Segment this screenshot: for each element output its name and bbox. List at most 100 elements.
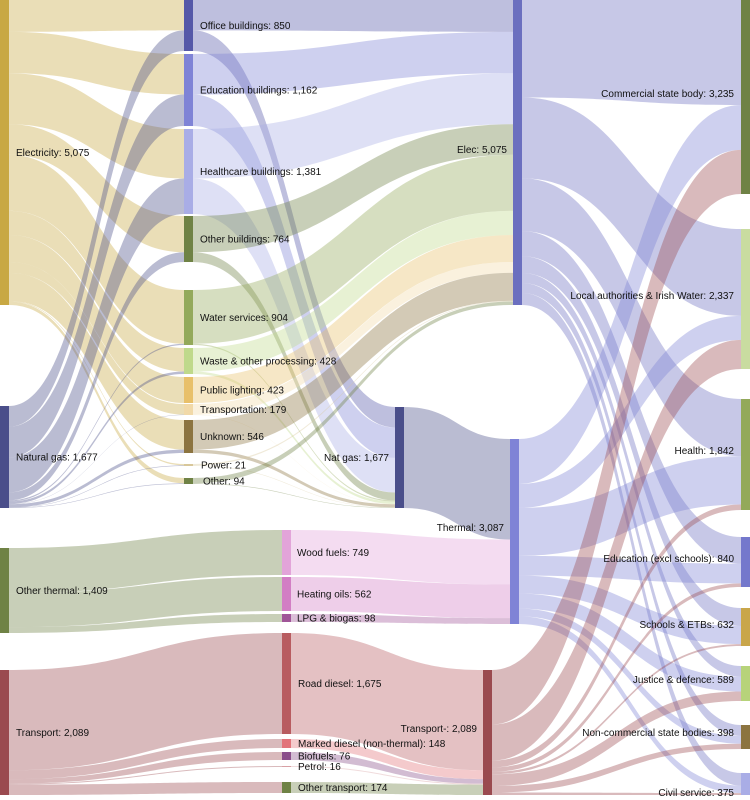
label-water: Water services: 904: [200, 313, 288, 324]
node-other_b: [184, 216, 193, 262]
label-transportation: Transportation: 179: [200, 405, 287, 416]
link-natgas_src-to-office: [9, 30, 184, 427]
link-transport_mid-to-commercial: [492, 149, 741, 725]
label-transport_src: Transport: 2,089: [16, 728, 89, 739]
label-elec: Elec: 5,075: [457, 145, 507, 156]
label-education_b: Education buildings: 1,162: [200, 86, 318, 97]
node-wood: [282, 530, 291, 575]
link-healthcare_b-to-elec: [193, 73, 513, 179]
node-office: [184, 0, 193, 51]
label-education_excl: Education (excl schools): 840: [603, 554, 734, 565]
label-other_thermal: Other thermal: 1,409: [16, 586, 108, 597]
link-water-to-elec: [193, 154, 513, 344]
label-power: Power: 21: [201, 461, 246, 472]
label-biofuels: Biofuels: 76: [298, 752, 351, 763]
label-local_auth: Local authorities & Irish Water: 2,337: [570, 291, 734, 302]
link-electricity-to-waste: [9, 210, 184, 372]
node-water: [184, 290, 193, 345]
label-wood: Wood fuels: 749: [297, 548, 370, 559]
node-local_auth: [741, 229, 750, 369]
link-healthcare_b-to-natgas_mid: [193, 178, 395, 493]
link-marked_diesel-to-transport_mid: [291, 739, 483, 780]
link-thermal-to-justice: [519, 593, 741, 692]
link-electricity-to-education_b: [9, 31, 184, 95]
node-power: [184, 464, 193, 466]
node-education_excl: [741, 537, 750, 587]
label-unknown: Unknown: 546: [200, 432, 264, 443]
link-other_b-to-elec: [193, 124, 513, 253]
node-petrol: [282, 766, 291, 767]
label-thermal: Thermal: 3,087: [437, 523, 505, 534]
link-wood-to-thermal: [291, 530, 510, 585]
link-transport_mid-to-local_auth: [492, 339, 741, 761]
link-natgas_src-to-power: [9, 465, 184, 508]
link-transport_src-to-marked_diesel: [9, 739, 282, 780]
link-elec-to-noncommercial: [522, 282, 741, 736]
link-natgas_src-to-waste: [9, 371, 184, 504]
label-commercial: Commercial state body: 3,235: [601, 89, 734, 100]
link-transport_mid-to-noncommercial: [492, 743, 741, 793]
node-health: [741, 399, 750, 510]
node-commercial: [741, 0, 750, 194]
node-natgas_src: [0, 406, 9, 508]
link-other_transport-to-transport_mid: [291, 782, 483, 795]
link-transport_mid-to-health: [492, 504, 741, 768]
link-elec-to-civil: [522, 293, 741, 786]
link-transportation-to-elec: [193, 262, 513, 415]
label-heating_oils: Heating oils: 562: [297, 590, 372, 601]
node-lighting: [184, 377, 193, 403]
link-natgas_mid-to-thermal: [404, 407, 510, 540]
link-other_use-to-natgas_mid: [193, 483, 395, 508]
label-justice: Justice & defence: 589: [633, 675, 735, 686]
link-office-to-elec: [193, 0, 513, 32]
link-natgas_src-to-healthcare_b: [9, 178, 184, 493]
link-natgas_src-to-transportation: [9, 414, 184, 505]
node-road_diesel: [282, 633, 291, 734]
node-other_transport: [282, 782, 291, 793]
label-natgas_mid: Nat gas: 1,677: [324, 453, 389, 464]
link-transport_mid-to-education_excl: [492, 583, 741, 772]
link-thermal-to-local_auth: [519, 315, 741, 508]
node-civil: [741, 773, 750, 795]
link-thermal-to-health: [519, 456, 741, 556]
link-natgas_src-to-other_b: [9, 252, 184, 501]
link-transport_src-to-other_transport: [9, 782, 282, 795]
link-power-to-elec: [193, 300, 513, 466]
link-office-to-natgas_mid: [193, 30, 395, 428]
link-thermal-to-civil: [519, 616, 741, 794]
link-electricity-to-water: [9, 154, 184, 344]
node-other_thermal: [0, 548, 9, 633]
link-other_thermal-to-lpg: [9, 614, 282, 633]
node-transport_src: [0, 670, 9, 795]
label-civil: Civil service: 375: [658, 788, 734, 799]
link-waste-to-elec: [193, 210, 513, 372]
link-unknown-to-elec: [193, 272, 513, 450]
label-other_b: Other buildings: 764: [200, 235, 290, 246]
link-elec-to-health: [522, 178, 741, 457]
link-power-to-natgas_mid: [193, 465, 395, 508]
node-schools: [741, 608, 750, 646]
link-natgas_src-to-unknown: [9, 449, 184, 508]
label-natgas_src: Natural gas: 1,677: [16, 453, 98, 464]
link-elec-to-education_excl: [522, 231, 741, 564]
link-electricity-to-office: [9, 0, 184, 32]
link-electricity-to-healthcare_b: [9, 73, 184, 179]
node-other_use: [184, 478, 193, 484]
link-transport_src-to-biofuels: [9, 752, 282, 784]
link-road_diesel-to-transport_mid: [291, 633, 483, 771]
label-electricity: Electricity: 5,075: [16, 148, 90, 159]
node-unknown: [184, 420, 193, 453]
label-waste: Waste & other processing: 428: [200, 357, 337, 368]
link-electricity-to-lighting: [9, 235, 184, 403]
node-education_b: [184, 54, 193, 126]
link-electricity-to-other_b: [9, 124, 184, 253]
node-thermal: [510, 439, 519, 624]
link-thermal-to-noncommercial: [519, 608, 741, 744]
link-thermal-to-education_excl: [519, 555, 741, 584]
link-transport_src-to-petrol: [9, 766, 282, 785]
node-transportation: [184, 404, 193, 415]
node-biofuels: [282, 752, 291, 760]
link-biofuels-to-transport_mid: [291, 752, 483, 784]
